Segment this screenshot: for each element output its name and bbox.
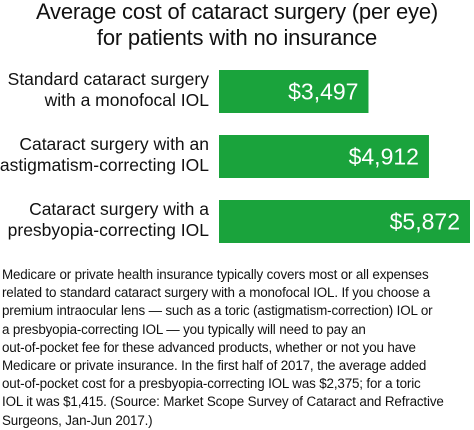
category-label: Standard cataract surgery — [8, 69, 210, 89]
note-line: Surgeons, Jan-Jun 2017.) — [2, 412, 153, 428]
category-label: presbyopia-correcting IOL — [8, 220, 210, 240]
note-line: out-of-pocket fee for these advanced pro… — [2, 339, 416, 355]
note-line: Medicare or private insurance. In the fi… — [2, 358, 427, 374]
note-line: a presbyopia-correcting IOL — you typica… — [2, 321, 366, 337]
category-label: with a monofocal IOL — [44, 90, 210, 110]
note-line: premium intraocular lens — such as a tor… — [2, 303, 433, 319]
category-label: Cataract surgery with a — [29, 199, 209, 219]
category-label: Cataract surgery with an — [19, 134, 209, 154]
note-line: related to standard cataract surgery wit… — [2, 285, 431, 301]
bar-2 — [219, 135, 429, 178]
category-label: astigmatism-correcting IOL — [0, 155, 209, 175]
explanatory-note: Medicare or private health insurance typ… — [2, 266, 474, 430]
bar-value-label: $3,497 — [288, 79, 358, 105]
bar-value-label: $4,912 — [349, 144, 419, 170]
bar-value-label: $5,872 — [390, 209, 460, 235]
note-line: IOL it was $1,415. (Source: Market Scope… — [2, 394, 444, 410]
note-line: Medicare or private health insurance typ… — [2, 267, 429, 282]
note-line: out-of-pocket cost for a presbyopia-corr… — [2, 376, 421, 392]
bar-3 — [219, 200, 470, 243]
bar-1 — [219, 70, 369, 113]
chart-title-line-2: for patients with no insurance — [96, 25, 378, 50]
chart-title-line-1: Average cost of cataract surgery (per ey… — [35, 0, 439, 24]
